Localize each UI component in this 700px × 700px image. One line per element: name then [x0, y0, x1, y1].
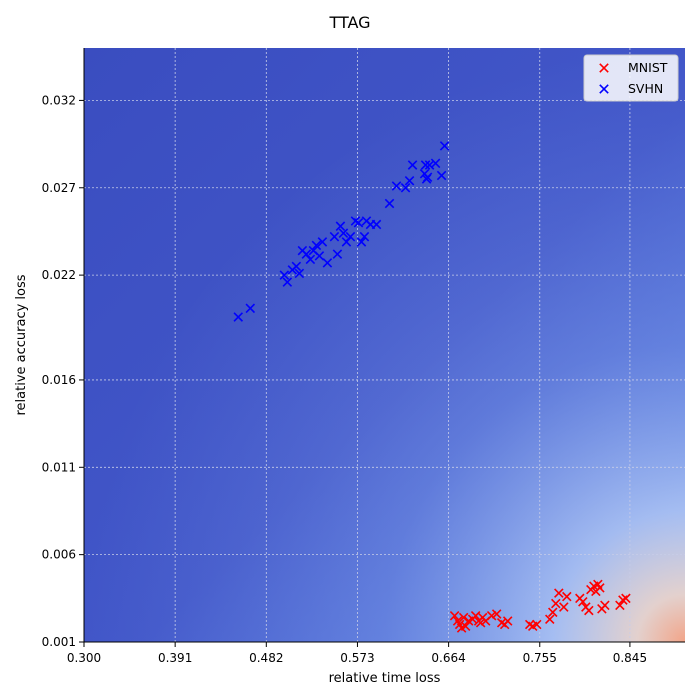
x-tick-label: 0.845 — [613, 651, 647, 665]
y-tick-label: 0.016 — [42, 373, 76, 387]
point-mnist — [621, 593, 631, 604]
point-svhn — [384, 198, 395, 209]
point-svhn — [356, 237, 367, 247]
point-mnist — [486, 611, 497, 621]
point-mnist — [559, 602, 569, 612]
point-svhn — [322, 258, 333, 268]
x-axis-ticks: 0.300 0.391 0.482 0.573 0.664 0.755 0.845 — [67, 642, 647, 665]
point-svhn — [305, 254, 316, 265]
point-mnist — [470, 611, 481, 621]
point-mnist — [554, 588, 564, 598]
point-svhn — [317, 237, 328, 247]
legend-label-svhn: SVHN — [628, 81, 663, 96]
point-svhn — [311, 240, 322, 251]
point-svhn — [400, 182, 411, 193]
point-svhn — [404, 176, 415, 186]
legend: MNIST SVHN — [583, 54, 679, 102]
point-svhn — [282, 277, 293, 287]
legend-marker-svhn — [599, 84, 609, 94]
point-svhn — [345, 231, 356, 242]
heatmap-background — [84, 48, 685, 642]
point-svhn — [436, 170, 447, 181]
point-mnist — [545, 614, 555, 625]
point-svhn — [314, 251, 325, 261]
legend-entry-svhn: SVHN — [599, 81, 663, 96]
point-mnist — [595, 583, 605, 593]
data-points — [233, 141, 631, 633]
point-svhn — [341, 237, 352, 247]
point-mnist — [491, 609, 502, 619]
x-tick-label: 0.300 — [67, 651, 101, 665]
point-mnist — [449, 611, 460, 621]
point-mnist — [475, 618, 486, 628]
point-svhn — [371, 219, 382, 230]
x-tick-label: 0.573 — [340, 651, 374, 665]
x-tick-label: 0.391 — [158, 651, 192, 665]
point-svhn — [294, 268, 305, 279]
heatmap-hot-region — [84, 48, 685, 642]
legend-label-mnist: MNIST — [628, 60, 668, 75]
point-mnist — [578, 597, 588, 607]
point-svhn — [245, 303, 256, 314]
point-mnist — [551, 598, 561, 609]
x-tick-label: 0.755 — [523, 651, 557, 665]
point-svhn — [424, 160, 435, 170]
legend-marker-x — [599, 63, 609, 73]
point-mnist — [584, 605, 594, 616]
y-axis-label: relative accuracy loss — [14, 274, 29, 415]
point-svhn — [291, 261, 302, 272]
point-mnist — [548, 607, 558, 618]
x-tick-label: 0.664 — [431, 651, 465, 665]
point-svhn — [353, 217, 364, 228]
point-svhn — [329, 231, 340, 242]
point-svhn — [233, 312, 244, 322]
point-svhn — [338, 228, 349, 238]
point-svhn — [391, 181, 402, 191]
point-svhn — [430, 158, 441, 169]
y-tick-label: 0.027 — [42, 181, 76, 195]
point-svhn — [332, 249, 343, 259]
point-mnist — [502, 616, 513, 626]
y-tick-label: 0.006 — [42, 548, 76, 562]
point-svhn — [359, 231, 370, 242]
point-mnist — [600, 600, 610, 611]
point-mnist — [531, 619, 542, 630]
point-svhn — [422, 172, 433, 183]
x-tick-label: 0.482 — [249, 651, 283, 665]
point-svhn — [420, 160, 431, 170]
legend-entry-mnist: MNIST — [599, 60, 668, 75]
legend-marker-mnist — [599, 63, 609, 73]
point-svhn — [439, 141, 450, 151]
legend-marker-x — [599, 84, 609, 94]
y-tick-label: 0.011 — [42, 460, 76, 474]
point-mnist — [458, 612, 469, 623]
point-svhn — [335, 221, 346, 231]
point-mnist — [562, 591, 572, 602]
y-tick-label: 0.001 — [42, 635, 76, 649]
point-svhn — [407, 160, 418, 170]
y-tick-label: 0.022 — [42, 268, 76, 282]
y-axis-ticks: 0.001 0.006 0.011 0.016 0.022 0.027 0.032 — [42, 93, 84, 649]
axes — [83, 48, 685, 643]
point-svhn — [279, 270, 290, 280]
chart-title: TTAG — [328, 13, 370, 32]
x-axis-label: relative time loss — [329, 671, 441, 686]
y-tick-label: 0.032 — [42, 93, 76, 107]
point-svhn — [301, 249, 312, 259]
